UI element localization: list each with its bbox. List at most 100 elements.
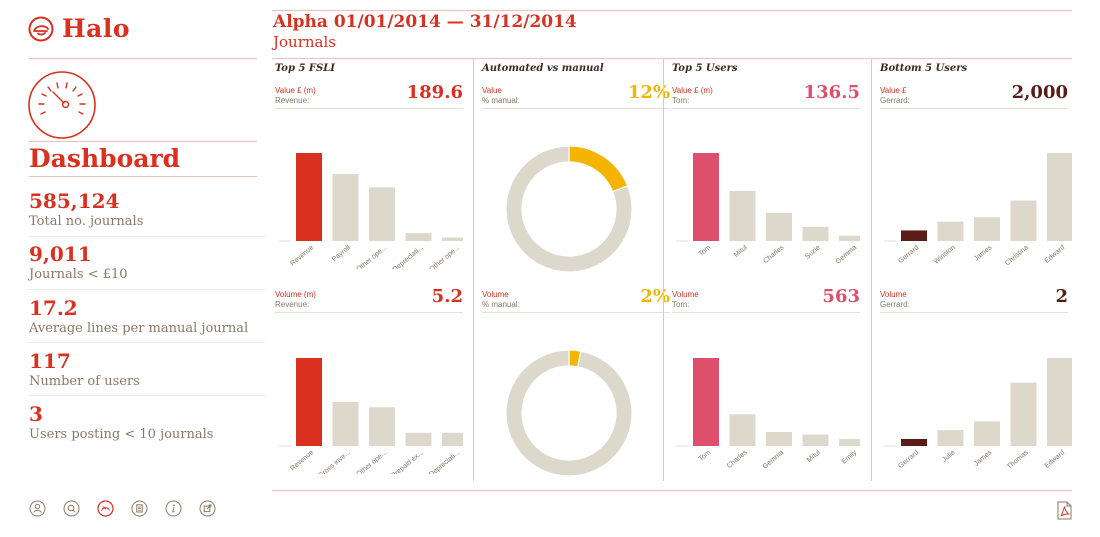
metric-sub-label: Tom: bbox=[672, 300, 690, 309]
metric-sub-label: Revenue: bbox=[275, 300, 310, 309]
metric-sub-label: Gerrard: bbox=[880, 96, 910, 105]
metric-sub-label: Tom: bbox=[672, 96, 690, 105]
kpi-divider bbox=[29, 289, 265, 290]
bar[interactable] bbox=[729, 414, 756, 446]
dashboard-gauge-icon[interactable] bbox=[97, 500, 114, 517]
bar-chart-bottom-users-value: Gerrard Winston James Christina Edward bbox=[884, 153, 1072, 267]
bar[interactable] bbox=[901, 230, 927, 241]
tick-label: Revenue bbox=[289, 244, 315, 267]
bar[interactable] bbox=[839, 235, 860, 241]
metric-sub-label: Revenue: bbox=[275, 96, 310, 105]
metric-number: 12% bbox=[627, 82, 670, 103]
kpi-total-journals: 585,124 Total no. journals bbox=[29, 190, 265, 230]
panel-automated-vs-manual: Automated vs manual Value % manual: 12% … bbox=[482, 59, 670, 481]
bar[interactable] bbox=[974, 421, 1000, 446]
metric-rule bbox=[880, 312, 1068, 313]
info-icon[interactable] bbox=[165, 500, 182, 517]
metric-rule bbox=[482, 108, 670, 109]
panel-bottom-users: Bottom 5 Users Value £ Gerrard: 2,000 Ge… bbox=[880, 59, 1072, 481]
bar[interactable] bbox=[901, 438, 927, 446]
bar[interactable] bbox=[729, 190, 756, 241]
tick-label: Thomas bbox=[1006, 449, 1030, 471]
document-icon[interactable] bbox=[131, 500, 148, 517]
bar[interactable] bbox=[1047, 153, 1072, 241]
page-subtitle: Journals bbox=[273, 33, 336, 51]
bar[interactable] bbox=[937, 430, 964, 446]
bar[interactable] bbox=[405, 233, 432, 241]
bar[interactable] bbox=[1047, 358, 1072, 446]
bar-chart-top-users-volume: Tom Charles Gemma Mitul Emily bbox=[676, 358, 860, 471]
metric-rule bbox=[672, 312, 860, 313]
donut-slice-automated[interactable] bbox=[505, 349, 633, 477]
bar[interactable] bbox=[766, 212, 792, 241]
bar[interactable] bbox=[442, 237, 463, 241]
panel-top-users: Top 5 Users Value £ (m) Tom: 136.5 Tom Mi… bbox=[672, 59, 860, 481]
bar[interactable] bbox=[766, 431, 792, 446]
panel-title: Top 5 Users bbox=[672, 63, 738, 74]
bar[interactable] bbox=[693, 358, 719, 446]
tick-label: Christina bbox=[1004, 244, 1030, 267]
bar[interactable] bbox=[1010, 200, 1037, 241]
metric-rule bbox=[275, 108, 463, 109]
bar[interactable] bbox=[693, 153, 719, 241]
bar[interactable] bbox=[1010, 382, 1037, 446]
divider bbox=[29, 141, 257, 142]
bar[interactable] bbox=[405, 432, 432, 446]
bar[interactable] bbox=[369, 407, 395, 446]
bar[interactable] bbox=[332, 174, 359, 241]
pdf-export-icon[interactable] bbox=[1057, 501, 1072, 520]
kpi-users-posting: 3 Users posting < 10 journals bbox=[29, 403, 265, 443]
tick-label: Edward bbox=[1044, 244, 1067, 265]
panel-title: Automated vs manual bbox=[482, 63, 604, 74]
metric-label: Value £ bbox=[880, 86, 907, 95]
bar[interactable] bbox=[442, 432, 463, 446]
kpi-journals-under-10: 9,011 Journals < £10 bbox=[29, 243, 265, 283]
metric-label: Value bbox=[482, 86, 502, 95]
bar[interactable] bbox=[937, 221, 964, 241]
header-top-rule bbox=[272, 10, 1072, 11]
logo[interactable]: Halo bbox=[28, 14, 130, 43]
tick-label: Other ope... bbox=[355, 449, 388, 474]
tick-label: Suzie bbox=[804, 244, 822, 261]
bar[interactable] bbox=[369, 187, 395, 241]
panel-title: Top 5 FSLI bbox=[275, 63, 335, 74]
donut-chart-value bbox=[505, 145, 633, 273]
bar-chart-fsli-volume: Revenue Gross inve... Other ope... Prepaid … bbox=[279, 358, 463, 474]
search-icon[interactable] bbox=[63, 500, 80, 517]
tick-label: Mitul bbox=[733, 244, 749, 259]
speedometer-icon bbox=[28, 71, 96, 139]
external-link-icon[interactable] bbox=[199, 500, 216, 517]
tick-label: Gerrard bbox=[897, 449, 920, 470]
tick-label: Payroll bbox=[331, 244, 352, 263]
kpi-label: Users posting < 10 journals bbox=[29, 427, 214, 442]
donut-slice-manual[interactable] bbox=[568, 145, 629, 193]
metric-rule bbox=[880, 108, 1068, 109]
tick-label: Tom bbox=[698, 244, 713, 258]
panel-top-fsli: Top 5 FSLI Value £ (m) Revenue: 189.6 Re… bbox=[275, 59, 463, 481]
bar[interactable] bbox=[296, 358, 322, 446]
user-icon[interactable] bbox=[29, 500, 46, 517]
bar[interactable] bbox=[332, 402, 359, 446]
bar[interactable] bbox=[296, 153, 322, 241]
metric-sub-label: % manual: bbox=[482, 300, 520, 309]
panel-divider bbox=[871, 59, 872, 481]
metric-label: Value £ (m) bbox=[275, 86, 316, 95]
metric-number: 2,000 bbox=[1011, 82, 1068, 103]
kpi-label: Number of users bbox=[29, 374, 140, 389]
tick-label: Gemma bbox=[835, 244, 859, 265]
bar[interactable] bbox=[839, 438, 860, 446]
panel-title: Bottom 5 Users bbox=[880, 63, 968, 74]
metric-sub-label: % manual: bbox=[482, 96, 520, 105]
bar[interactable] bbox=[802, 226, 829, 241]
kpi-value: 17.2 bbox=[29, 296, 78, 320]
metric-rule bbox=[672, 108, 860, 109]
kpi-average-lines: 17.2 Average lines per manual journal bbox=[29, 297, 265, 337]
metric-number: 563 bbox=[822, 286, 860, 307]
kpi-divider bbox=[29, 342, 265, 343]
panel-divider bbox=[473, 59, 474, 481]
bar[interactable] bbox=[974, 217, 1000, 241]
tick-label: Tom bbox=[698, 449, 713, 463]
bar[interactable] bbox=[802, 434, 829, 446]
donut-slice-automated[interactable] bbox=[505, 145, 633, 273]
kpi-label: Total no. journals bbox=[29, 214, 144, 229]
